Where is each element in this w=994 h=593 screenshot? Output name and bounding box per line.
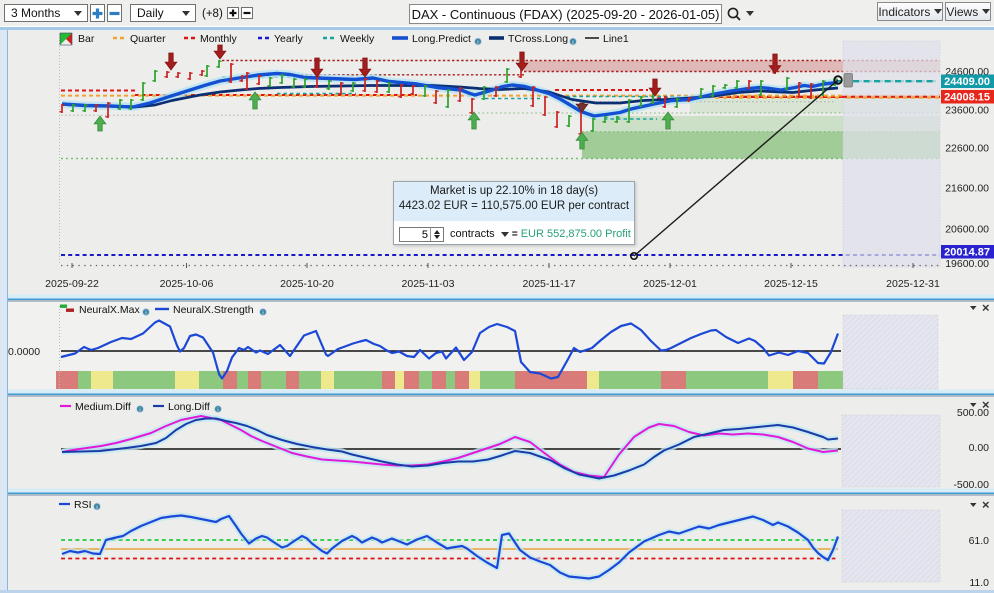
svg-text:19600.00: 19600.00	[945, 258, 989, 270]
svg-text:NeuralX.Strength: NeuralX.Strength	[173, 304, 254, 316]
svg-text:i: i	[96, 505, 97, 511]
svg-text:TCross.Long: TCross.Long	[508, 33, 568, 45]
svg-text:2025-10-06: 2025-10-06	[160, 278, 214, 290]
svg-text:i: i	[572, 40, 573, 46]
svg-text:NeuralX.Max: NeuralX.Max	[79, 304, 140, 316]
svg-text:i: i	[139, 407, 140, 413]
svg-text:61.0: 61.0	[969, 535, 990, 547]
svg-text:0.0000: 0.0000	[8, 346, 40, 358]
svg-text:2025-10-20: 2025-10-20	[280, 278, 334, 290]
svg-text:24409.00: 24409.00	[944, 76, 990, 88]
svg-text:-500.00: -500.00	[953, 479, 989, 491]
svg-text:i: i	[217, 407, 218, 413]
svg-text:2025-09-22: 2025-09-22	[45, 278, 99, 290]
svg-text:2025-12-15: 2025-12-15	[764, 278, 818, 290]
svg-text:Quarter: Quarter	[130, 33, 166, 45]
svg-text:Medium.Diff: Medium.Diff	[75, 401, 131, 413]
svg-text:2025-11-03: 2025-11-03	[402, 278, 455, 290]
svg-text:Long.Predict: Long.Predict	[412, 33, 471, 45]
svg-text:20600.00: 20600.00	[945, 224, 989, 236]
svg-text:i: i	[477, 40, 478, 46]
svg-text:Monthly: Monthly	[200, 33, 238, 45]
svg-text:20014.87: 20014.87	[944, 247, 990, 259]
svg-text:2025-11-17: 2025-11-17	[523, 278, 576, 290]
svg-text:24008.15: 24008.15	[944, 92, 990, 104]
svg-text:2025-12-31: 2025-12-31	[886, 278, 940, 290]
svg-text:11.0: 11.0	[969, 577, 989, 589]
svg-text:21600.00: 21600.00	[945, 183, 989, 195]
svg-text:22600.00: 22600.00	[945, 143, 989, 155]
svg-text:2025-12-01: 2025-12-01	[643, 278, 697, 290]
svg-text:i: i	[145, 310, 146, 316]
svg-text:Long.Diff: Long.Diff	[168, 401, 210, 413]
svg-text:i: i	[262, 310, 263, 316]
svg-text:0.00: 0.00	[969, 442, 990, 454]
svg-text:23600.00: 23600.00	[945, 105, 989, 117]
svg-text:Line1: Line1	[603, 33, 629, 45]
svg-text:RSI: RSI	[74, 499, 92, 511]
svg-text:Weekly: Weekly	[340, 33, 375, 45]
svg-text:Yearly: Yearly	[274, 33, 304, 45]
svg-text:500.00: 500.00	[957, 407, 989, 419]
svg-text:Bar: Bar	[78, 33, 95, 45]
